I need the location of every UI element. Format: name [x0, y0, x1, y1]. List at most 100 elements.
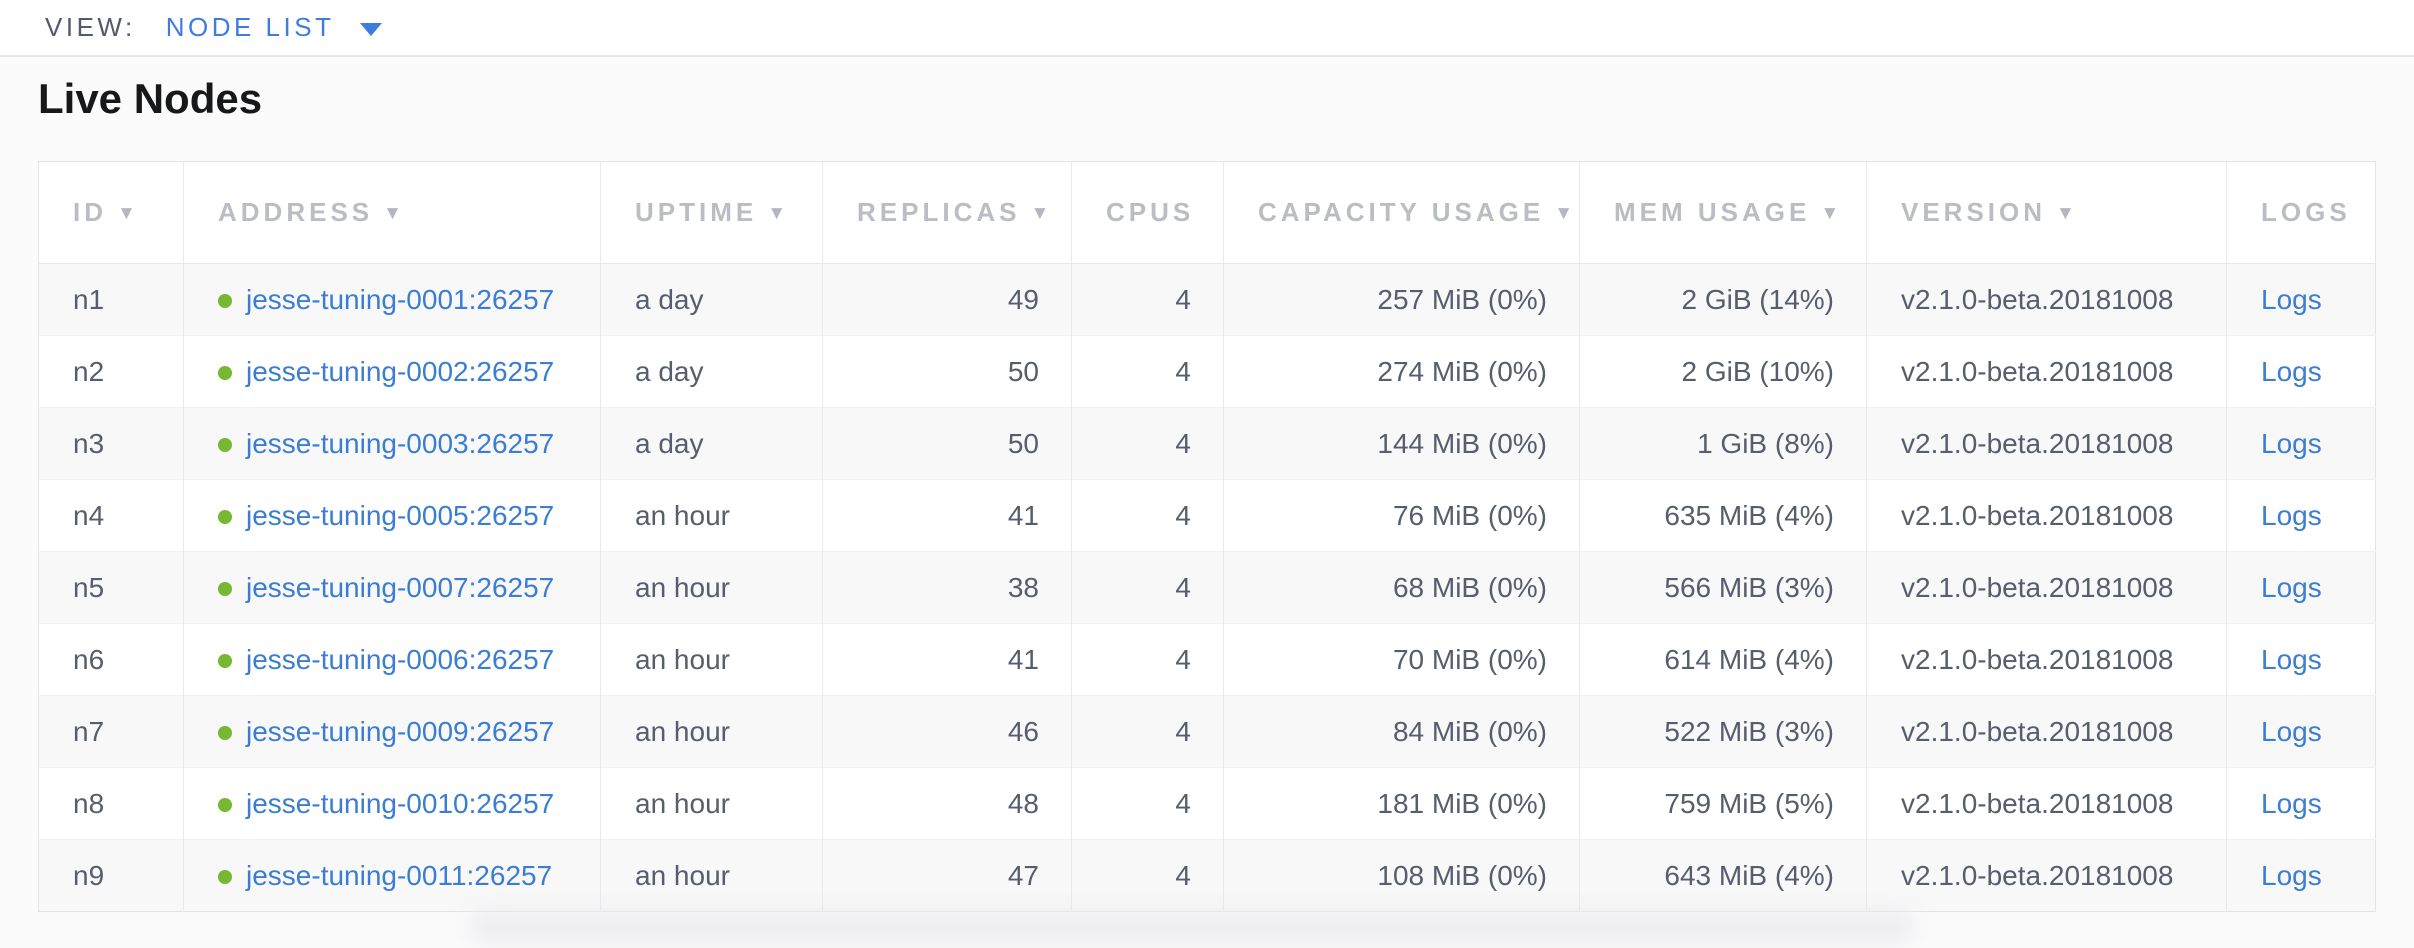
cell-logs: Logs — [2226, 407, 2376, 480]
node-address-link[interactable]: jesse-tuning-0009:26257 — [246, 715, 555, 747]
page-title: Live Nodes — [38, 75, 263, 122]
node-live-status-icon — [218, 509, 232, 524]
cell-version: v2.1.0-beta.20181008 — [1866, 551, 2227, 624]
node-logs-link[interactable]: Logs — [2261, 283, 2322, 315]
node-address-link[interactable]: jesse-tuning-0005:26257 — [246, 499, 555, 531]
sort-desc-icon: ▼ — [383, 203, 402, 224]
node-address-link[interactable]: jesse-tuning-0007:26257 — [246, 571, 555, 603]
cell-id: n8 — [38, 767, 184, 840]
cell-address: jesse-tuning-0002:26257 — [183, 335, 601, 408]
node-logs-link[interactable]: Logs — [2261, 571, 2322, 603]
node-address-link[interactable]: jesse-tuning-0003:26257 — [246, 427, 555, 459]
node-row-n1: n1 jesse-tuning-0001:26257 a day 49 4 257 MiB… — [38, 263, 2376, 336]
node-row-n5: n5 jesse-tuning-0007:26257 an hour 38 4 68 Mi… — [38, 551, 2376, 624]
cell-id: n3 — [38, 407, 184, 480]
column-header-label: MEM USAGE — [1614, 197, 1811, 227]
node-live-status-icon — [218, 437, 232, 452]
column-header-capacity[interactable]: CAPACITY USAGE ▼ — [1223, 161, 1580, 264]
cell-mem: 566 MiB (3%) — [1579, 551, 1867, 624]
column-header-label: UPTIME — [635, 197, 758, 227]
column-header-uptime[interactable]: UPTIME ▼ — [600, 161, 823, 264]
node-logs-link[interactable]: Logs — [2261, 715, 2322, 747]
node-address-link[interactable]: jesse-tuning-0002:26257 — [246, 355, 555, 387]
column-header-id[interactable]: ID ▼ — [38, 161, 184, 264]
node-logs-link[interactable]: Logs — [2261, 499, 2322, 531]
cell-id: n6 — [38, 623, 184, 696]
column-header-mem[interactable]: MEM USAGE ▼ — [1579, 161, 1867, 264]
cell-uptime: an hour — [600, 767, 823, 840]
view-selector-dropdown[interactable]: NODE LIST — [166, 12, 383, 43]
cell-mem: 643 MiB (4%) — [1579, 839, 1867, 912]
sort-desc-icon: ▼ — [1554, 203, 1573, 224]
cell-capacity: 108 MiB (0%) — [1223, 839, 1580, 912]
cell-version: v2.1.0-beta.20181008 — [1866, 839, 2227, 912]
cell-cpus: 4 — [1071, 479, 1224, 552]
cell-address: jesse-tuning-0003:26257 — [183, 407, 601, 480]
cell-replicas: 41 — [822, 623, 1072, 696]
cell-cpus: 4 — [1071, 695, 1224, 768]
node-address-link[interactable]: jesse-tuning-0011:26257 — [246, 859, 553, 891]
node-address-link[interactable]: jesse-tuning-0001:26257 — [246, 283, 555, 315]
view-selected-value: NODE LIST — [165, 12, 335, 42]
cell-uptime: an hour — [600, 551, 823, 624]
cell-logs: Logs — [2226, 479, 2376, 552]
sort-desc-icon: ▼ — [117, 203, 136, 224]
node-logs-link[interactable]: Logs — [2261, 355, 2322, 387]
cell-capacity: 84 MiB (0%) — [1223, 695, 1580, 768]
cell-logs: Logs — [2226, 335, 2376, 408]
node-logs-link[interactable]: Logs — [2261, 643, 2322, 675]
column-header-replicas[interactable]: REPLICAS ▼ — [822, 161, 1072, 264]
cell-replicas: 50 — [822, 335, 1072, 408]
node-address-link[interactable]: jesse-tuning-0006:26257 — [246, 643, 555, 675]
node-logs-link[interactable]: Logs — [2261, 787, 2322, 819]
column-header-version[interactable]: VERSION ▼ — [1866, 161, 2227, 264]
cell-uptime: a day — [600, 335, 823, 408]
below-table-shadow — [467, 912, 1917, 942]
chevron-down-icon — [360, 22, 383, 36]
cell-version: v2.1.0-beta.20181008 — [1866, 695, 2227, 768]
cell-id: n9 — [38, 839, 184, 912]
cell-logs: Logs — [2226, 623, 2376, 696]
table-body: n1 jesse-tuning-0001:26257 a day 49 4 257 MiB… — [38, 263, 2376, 912]
cell-version: v2.1.0-beta.20181008 — [1866, 623, 2227, 696]
node-live-status-icon — [218, 725, 232, 740]
cell-uptime: an hour — [600, 623, 823, 696]
column-header-logs: LOGS — [2226, 161, 2376, 264]
node-live-status-icon — [218, 869, 232, 884]
node-row-n7: n7 jesse-tuning-0009:26257 an hour 46 4 84 Mi… — [38, 695, 2376, 768]
column-header-cpus: CPUS — [1071, 161, 1224, 264]
cell-mem: 1 GiB (8%) — [1579, 407, 1867, 480]
node-logs-link[interactable]: Logs — [2261, 427, 2322, 459]
view-label: VIEW: — [45, 12, 136, 42]
cell-replicas: 48 — [822, 767, 1072, 840]
cell-id: n5 — [38, 551, 184, 624]
cell-logs: Logs — [2226, 695, 2376, 768]
cell-address: jesse-tuning-0005:26257 — [183, 479, 601, 552]
node-address-link[interactable]: jesse-tuning-0010:26257 — [246, 787, 555, 819]
cell-replicas: 38 — [822, 551, 1072, 624]
cell-address: jesse-tuning-0009:26257 — [183, 695, 601, 768]
cell-uptime: an hour — [600, 839, 823, 912]
node-row-n4: n4 jesse-tuning-0005:26257 an hour 41 4 76 Mi… — [38, 479, 2376, 552]
cell-replicas: 50 — [822, 407, 1072, 480]
cell-replicas: 49 — [822, 263, 1072, 336]
cell-cpus: 4 — [1071, 623, 1224, 696]
column-header-address[interactable]: ADDRESS ▼ — [183, 161, 601, 264]
cell-address: jesse-tuning-0001:26257 — [183, 263, 601, 336]
cell-capacity: 68 MiB (0%) — [1223, 551, 1580, 624]
node-row-n3: n3 jesse-tuning-0003:26257 a day 50 4 144 MiB… — [38, 407, 2376, 480]
cell-mem: 614 MiB (4%) — [1579, 623, 1867, 696]
node-live-status-icon — [218, 653, 232, 668]
cell-uptime: a day — [600, 407, 823, 480]
node-logs-link[interactable]: Logs — [2261, 859, 2322, 891]
cell-mem: 635 MiB (4%) — [1579, 479, 1867, 552]
cell-address: jesse-tuning-0007:26257 — [183, 551, 601, 624]
node-live-status-icon — [218, 293, 232, 308]
cell-replicas: 46 — [822, 695, 1072, 768]
cell-address: jesse-tuning-0010:26257 — [183, 767, 601, 840]
cell-replicas: 47 — [822, 839, 1072, 912]
cell-logs: Logs — [2226, 551, 2376, 624]
column-header-label: VERSION — [1901, 197, 2047, 227]
cell-uptime: an hour — [600, 695, 823, 768]
node-live-status-icon — [218, 365, 232, 380]
